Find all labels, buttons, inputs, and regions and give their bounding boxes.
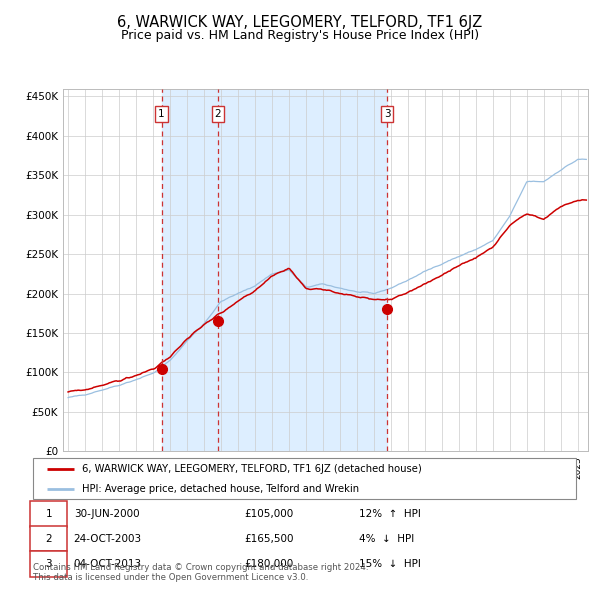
FancyBboxPatch shape — [30, 552, 67, 577]
Text: 2: 2 — [215, 109, 221, 119]
Text: 1: 1 — [46, 509, 52, 519]
FancyBboxPatch shape — [30, 501, 67, 526]
Text: 1: 1 — [158, 109, 165, 119]
Text: 4%  ↓  HPI: 4% ↓ HPI — [359, 533, 414, 543]
Text: Contains HM Land Registry data © Crown copyright and database right 2024.
This d: Contains HM Land Registry data © Crown c… — [33, 563, 368, 582]
Bar — [218, 88, 387, 451]
Text: 30-JUN-2000: 30-JUN-2000 — [74, 509, 139, 519]
Text: 2: 2 — [46, 533, 52, 543]
Text: 24-OCT-2003: 24-OCT-2003 — [74, 533, 142, 543]
Text: £180,000: £180,000 — [245, 559, 294, 569]
Text: £165,500: £165,500 — [245, 533, 294, 543]
Text: 04-OCT-2013: 04-OCT-2013 — [74, 559, 142, 569]
FancyBboxPatch shape — [30, 526, 67, 552]
Text: 6, WARWICK WAY, LEEGOMERY, TELFORD, TF1 6JZ (detached house): 6, WARWICK WAY, LEEGOMERY, TELFORD, TF1 … — [82, 464, 422, 474]
Text: 3: 3 — [46, 559, 52, 569]
Text: 12%  ↑  HPI: 12% ↑ HPI — [359, 509, 421, 519]
FancyBboxPatch shape — [33, 458, 576, 499]
Bar — [161, 88, 218, 451]
Text: HPI: Average price, detached house, Telford and Wrekin: HPI: Average price, detached house, Telf… — [82, 484, 359, 493]
Text: £105,000: £105,000 — [245, 509, 294, 519]
Text: 3: 3 — [383, 109, 391, 119]
Text: 15%  ↓  HPI: 15% ↓ HPI — [359, 559, 421, 569]
Text: Price paid vs. HM Land Registry's House Price Index (HPI): Price paid vs. HM Land Registry's House … — [121, 30, 479, 42]
Text: 6, WARWICK WAY, LEEGOMERY, TELFORD, TF1 6JZ: 6, WARWICK WAY, LEEGOMERY, TELFORD, TF1 … — [118, 15, 482, 30]
